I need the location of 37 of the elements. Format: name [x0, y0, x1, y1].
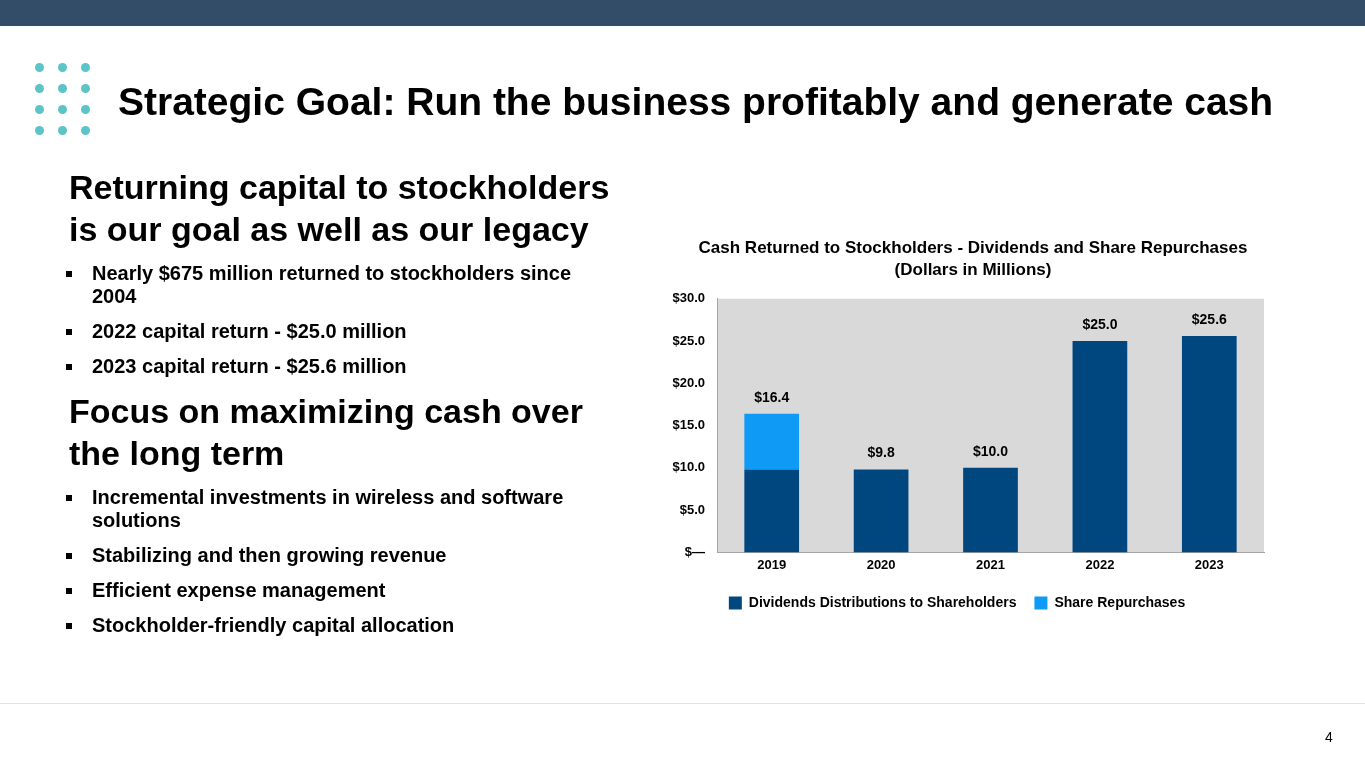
y-tick-label: $5.0	[679, 501, 705, 517]
total-label: $16.4	[754, 388, 790, 405]
y-tick-label: $10.0	[672, 459, 705, 475]
legend-label: Dividends Distributions to Shareholders	[748, 593, 1017, 610]
text: Focus on maximizing cash over the long term	[69, 391, 584, 474]
bar	[744, 469, 800, 553]
text: Stabilizing and then growing revenue	[92, 544, 447, 566]
bar	[963, 467, 1018, 553]
text: 4	[1325, 729, 1333, 745]
total-label: $10.0	[972, 442, 1009, 459]
x-tick-label: 2023	[1194, 556, 1224, 572]
legend-label: Share Repurchases	[1054, 593, 1186, 610]
x-tick-label: 2022	[1085, 556, 1115, 572]
bar	[1181, 336, 1237, 553]
total-label: $25.0	[1082, 315, 1118, 332]
text: Incremental investments in wireless and software solutions	[92, 486, 564, 531]
y-tick-label: $—	[684, 543, 705, 559]
y-tick-label: $25.0	[672, 332, 705, 348]
total-label: $9.8	[867, 444, 895, 461]
total-label: $25.6	[1191, 310, 1228, 327]
x-tick-label: 2019	[757, 556, 787, 572]
text: Stockholder-friendly capital allocation	[92, 614, 455, 636]
x-tick-label: 2021	[976, 556, 1005, 572]
bar	[1072, 341, 1128, 553]
bar	[744, 413, 800, 470]
chart-subtitle: Cash Returned to Stockholders - Dividends and Share Repurchases (Dollars in Millions)	[697, 237, 1249, 281]
text: Efficient expense management	[92, 579, 386, 601]
y-tick-label: $30.0	[672, 290, 705, 306]
text: 2022 capital return - $25.0 million	[92, 320, 407, 342]
text: 2023 capital return - $25.6 million	[92, 355, 407, 377]
y-tick-label: $20.0	[672, 374, 705, 390]
text: Returning capital to stockholders is our goal as well as our legacy	[69, 167, 611, 250]
bar	[853, 469, 909, 553]
y-tick-label: $15.0	[672, 417, 705, 433]
text: Nearly $675 million returned to stockholders since 2004	[92, 262, 572, 307]
chart-title: Strategic Goal: Run the business profitably and generate cash	[118, 80, 1274, 124]
x-tick-label: 2020	[866, 556, 896, 572]
